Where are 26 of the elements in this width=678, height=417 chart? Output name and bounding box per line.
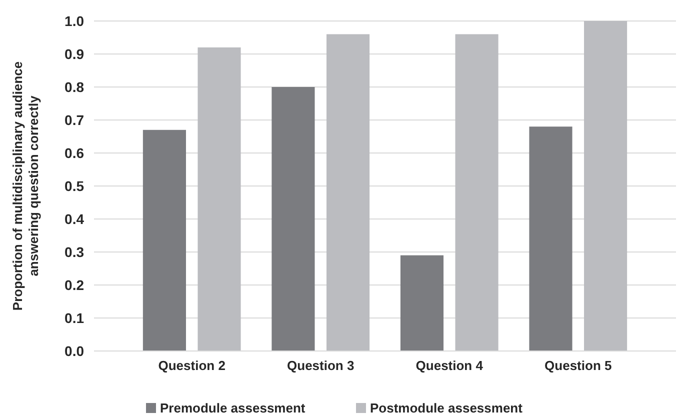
legend-label: Postmodule assessment xyxy=(370,400,524,416)
bar xyxy=(326,34,370,351)
y-tick-label: 0.5 xyxy=(64,178,84,194)
x-tick-label: Question 2 xyxy=(158,358,226,373)
bar xyxy=(529,126,572,351)
y-tick-label: 0.6 xyxy=(64,144,84,161)
y-tick-label: 0.3 xyxy=(64,244,84,260)
bar xyxy=(198,47,241,351)
bar xyxy=(455,34,498,351)
bar xyxy=(400,255,444,351)
y-tick-label: 0.7 xyxy=(64,112,84,128)
y-tick-label: 0.8 xyxy=(64,78,84,95)
y-tick-label: 0.1 xyxy=(64,310,84,326)
y-axis-title: Proportion of multidisciplinary audience answering question correctly xyxy=(10,61,41,311)
x-tick-label: Question 4 xyxy=(416,358,484,373)
legend-label: Premodule assessment xyxy=(160,400,306,416)
y-tick-label: 1.0 xyxy=(64,12,84,29)
y-tick-label: 0.0 xyxy=(64,342,84,359)
x-tick-label: Question 5 xyxy=(544,358,612,373)
bar xyxy=(584,21,628,351)
y-tick-label: 0.4 xyxy=(64,210,84,227)
bar xyxy=(272,87,315,351)
y-tick-label: 0.9 xyxy=(64,46,84,62)
y-tick-label: 0.2 xyxy=(64,276,84,293)
bar xyxy=(142,130,186,351)
x-tick-label: Question 3 xyxy=(287,358,354,373)
